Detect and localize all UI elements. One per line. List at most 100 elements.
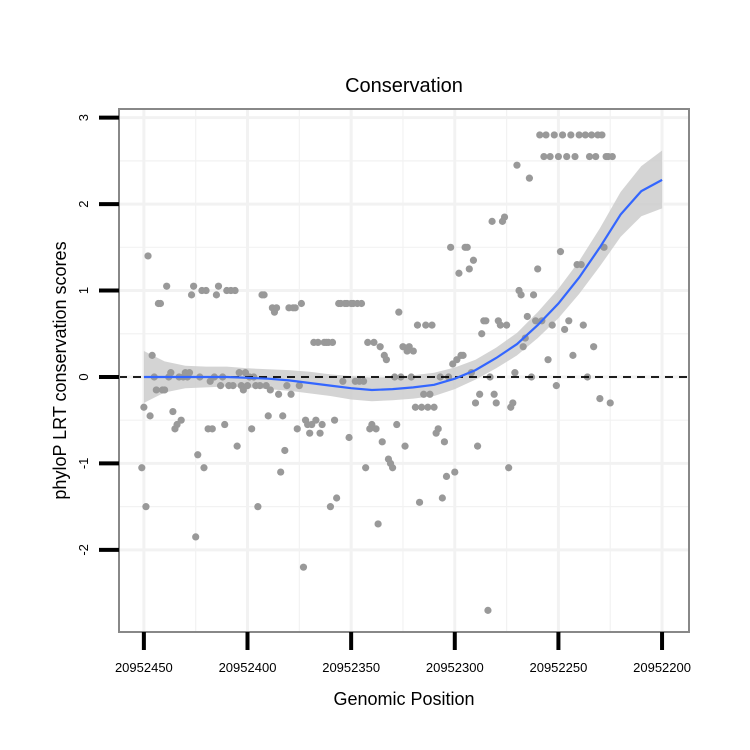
confidence-ribbon — [143, 150, 663, 403]
data-point — [279, 412, 287, 420]
data-point — [424, 403, 432, 411]
data-point — [596, 394, 604, 403]
data-point — [478, 330, 486, 338]
data-point — [295, 382, 303, 390]
y-tick-label: 3 — [76, 114, 91, 121]
data-point — [167, 369, 175, 377]
data-point — [393, 420, 401, 429]
data-point — [140, 403, 148, 411]
data-point — [148, 351, 156, 359]
data-point — [523, 312, 531, 321]
data-point — [529, 291, 538, 299]
data-point — [389, 464, 397, 472]
data-point — [598, 131, 606, 139]
data-point — [382, 356, 390, 364]
data-point — [492, 399, 500, 407]
data-point — [577, 261, 585, 269]
data-point — [556, 248, 565, 256]
data-point — [328, 338, 337, 347]
data-point — [254, 503, 262, 511]
data-point — [552, 382, 560, 390]
data-point — [436, 373, 444, 381]
data-point — [505, 464, 513, 472]
data-point — [542, 131, 550, 139]
data-point — [138, 464, 146, 472]
data-point — [442, 472, 451, 480]
data-point — [548, 321, 556, 329]
y-tick-label: 1 — [76, 287, 91, 294]
x-tick-label: 20952300 — [426, 660, 484, 675]
data-point — [277, 468, 285, 476]
data-point — [316, 429, 324, 437]
data-point — [579, 321, 587, 329]
x-tick-label: 20952350 — [322, 660, 380, 675]
data-point — [434, 425, 442, 433]
data-point — [395, 308, 403, 316]
data-point — [194, 451, 202, 459]
data-point — [411, 403, 419, 411]
data-point — [550, 131, 558, 139]
data-point — [482, 317, 490, 325]
data-point — [216, 382, 225, 390]
data-point — [248, 425, 256, 433]
data-point — [428, 321, 436, 329]
data-point — [221, 420, 229, 429]
data-point — [532, 317, 540, 325]
data-point — [407, 373, 415, 381]
data-point — [567, 131, 575, 139]
data-point — [606, 399, 614, 407]
y-axis-label: phyloP LRT conservation scores — [50, 241, 70, 499]
data-point — [264, 412, 272, 420]
x-tick-label: 20952250 — [529, 660, 587, 675]
data-point — [275, 390, 283, 398]
data-point — [511, 369, 519, 377]
data-point — [554, 152, 563, 161]
data-point — [459, 351, 467, 359]
data-point — [190, 282, 198, 290]
data-point — [581, 131, 589, 139]
data-point — [496, 321, 504, 329]
data-point — [455, 269, 463, 277]
data-point — [187, 291, 196, 299]
data-point — [372, 425, 380, 433]
data-point — [422, 321, 430, 329]
y-tick-label: 2 — [76, 200, 91, 207]
data-point — [152, 386, 160, 394]
data-point — [391, 373, 399, 381]
smooth-line — [143, 178, 663, 392]
data-point — [546, 152, 554, 161]
data-point — [476, 390, 484, 398]
data-point — [525, 174, 534, 182]
data-point — [229, 382, 237, 390]
data-point — [293, 425, 301, 433]
x-tick-label: 20952400 — [219, 660, 277, 675]
data-point — [473, 442, 482, 450]
data-point — [565, 317, 573, 325]
data-point — [345, 433, 353, 442]
y-axis: -2 -1 0 1 2 3 — [76, 114, 119, 556]
data-point — [177, 416, 185, 424]
data-point — [374, 520, 382, 528]
data-point — [500, 213, 509, 221]
data-point — [214, 282, 223, 290]
data-point — [233, 442, 241, 450]
data-point — [169, 407, 177, 416]
data-point — [330, 416, 339, 424]
data-point — [378, 438, 386, 446]
data-point — [370, 338, 378, 347]
data-point — [571, 152, 579, 161]
data-point — [587, 131, 596, 139]
x-tick-label: 20952200 — [633, 660, 691, 675]
data-point — [287, 390, 295, 398]
data-point — [438, 494, 446, 502]
data-point — [306, 429, 314, 437]
data-point — [208, 425, 216, 433]
data-point — [359, 377, 368, 385]
data-point — [192, 533, 200, 541]
data-point — [146, 412, 154, 420]
data-point — [161, 386, 169, 394]
data-point — [418, 403, 426, 411]
data-point — [509, 399, 517, 407]
data-point — [364, 338, 372, 347]
data-point — [563, 152, 571, 161]
